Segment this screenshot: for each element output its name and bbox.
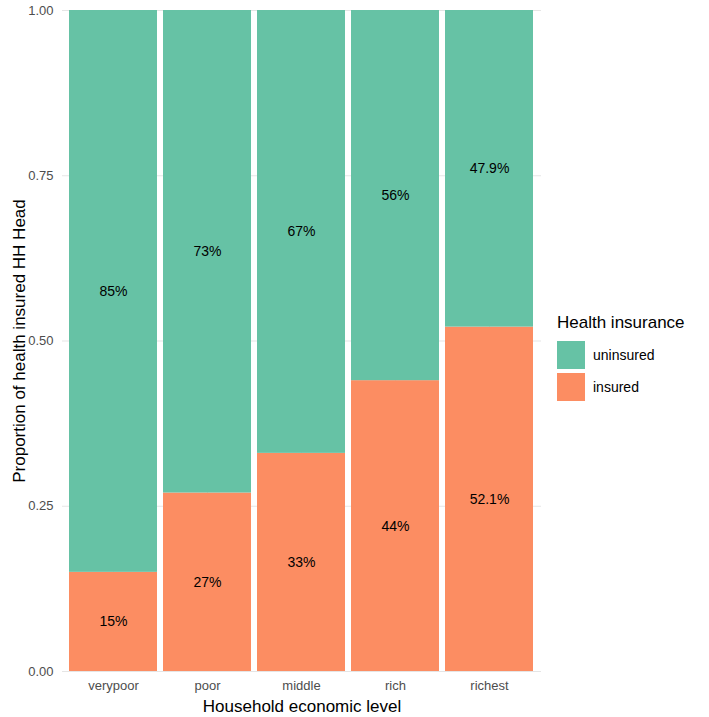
html-text:insured: insured — [593, 378, 639, 395]
svg-text:33%: 33% — [287, 554, 315, 570]
svg-text:Proportion of health insured H: Proportion of health insured HH Head — [10, 199, 29, 483]
svg-text:0.25: 0.25 — [28, 498, 53, 513]
svg-text:44%: 44% — [381, 518, 409, 534]
svg-text:1.00: 1.00 — [28, 3, 53, 18]
svg-text:verypoor: verypoor — [88, 678, 139, 693]
svg-text:0.50: 0.50 — [28, 333, 53, 348]
svg-text:0.75: 0.75 — [28, 168, 53, 183]
svg-text:middle: middle — [282, 678, 320, 693]
html-text:uninsured: uninsured — [593, 346, 655, 363]
svg-text:richest: richest — [470, 678, 509, 693]
svg-text:poor: poor — [194, 678, 221, 693]
svg-text:15%: 15% — [99, 613, 127, 629]
svg-text:85%: 85% — [99, 283, 127, 299]
svg-text:rich: rich — [385, 678, 406, 693]
svg-text:52.1%: 52.1% — [470, 491, 510, 507]
svg-text:47.9%: 47.9% — [470, 160, 510, 176]
svg-text:67%: 67% — [287, 223, 315, 239]
html-text:Health insurance: Health insurance — [557, 312, 685, 332]
svg-text:73%: 73% — [193, 243, 221, 259]
svg-text:56%: 56% — [381, 187, 409, 203]
svg-text:0.00: 0.00 — [28, 664, 53, 679]
svg-text:Household economic level: Household economic level — [203, 697, 401, 716]
svg-text:27%: 27% — [193, 574, 221, 590]
